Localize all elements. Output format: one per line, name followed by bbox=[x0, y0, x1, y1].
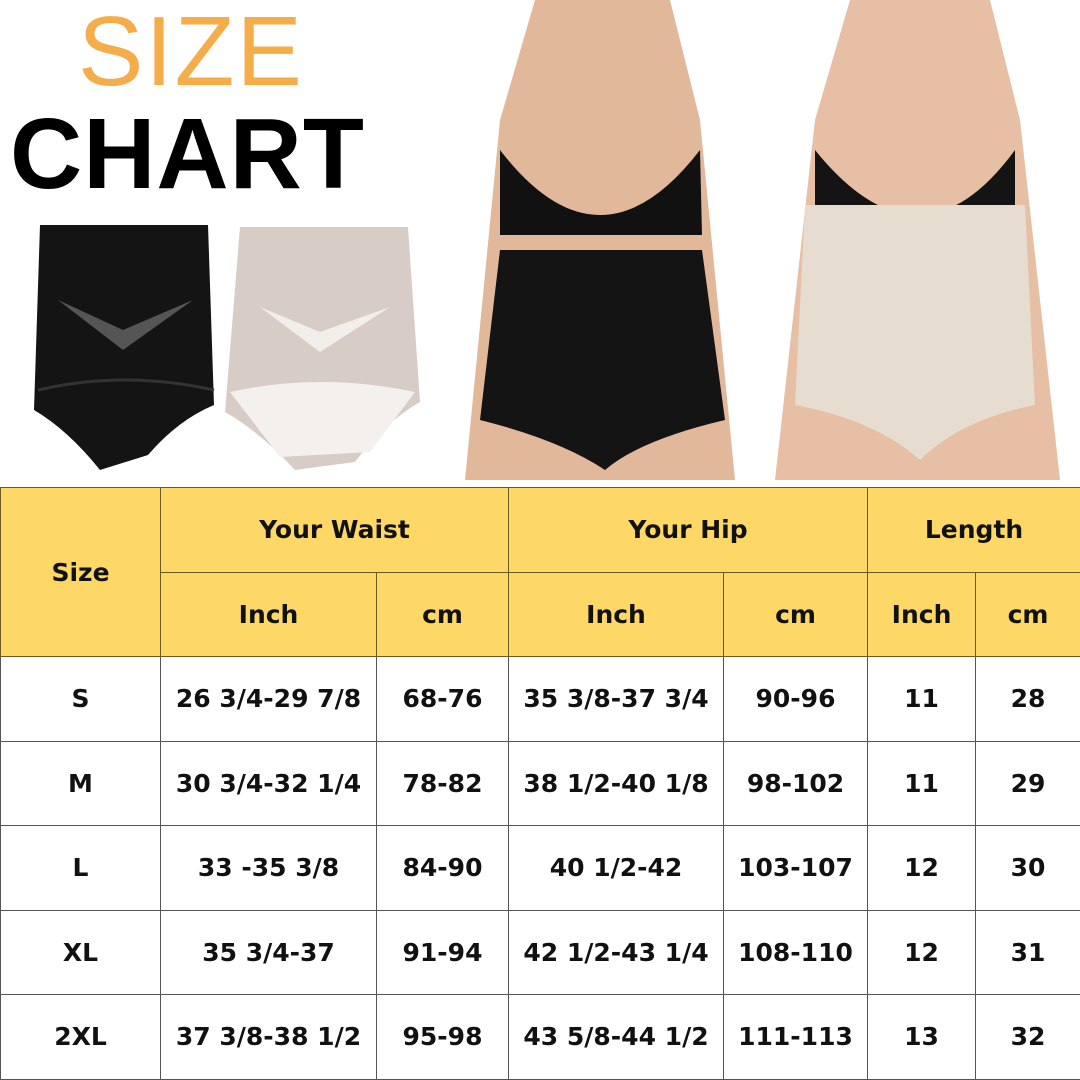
header-length: Length bbox=[867, 487, 1080, 573]
value-cell: 13 bbox=[867, 994, 977, 1080]
unit-header: Inch bbox=[867, 571, 977, 657]
value-cell: 40 1/2-42 bbox=[508, 825, 724, 911]
value-cell: 31 bbox=[975, 909, 1080, 995]
unit-header: cm bbox=[975, 571, 1080, 657]
title-chart: CHART bbox=[10, 98, 365, 210]
value-cell: 43 5/8-44 1/2 bbox=[508, 994, 724, 1080]
header-hip: Your Hip bbox=[507, 487, 869, 573]
value-cell: 42 1/2-43 1/4 bbox=[508, 909, 724, 995]
value-cell: 32 bbox=[975, 994, 1080, 1080]
value-cell: 35 3/8-37 3/4 bbox=[508, 656, 724, 742]
value-cell: 11 bbox=[867, 740, 977, 826]
value-cell: 26 3/4-29 7/8 bbox=[160, 656, 377, 742]
value-cell: 91-94 bbox=[376, 909, 509, 995]
unit-header: cm bbox=[722, 571, 869, 657]
table-row: XL 35 3/4-37 91-94 42 1/2-43 1/4 108-110 12 31 bbox=[0, 909, 1080, 995]
unit-header: Inch bbox=[508, 571, 724, 657]
model-nude-shapewear-image bbox=[760, 0, 1080, 487]
table-row: L 33 -35 3/8 84-90 40 1/2-42 103-107 12 30 bbox=[0, 825, 1080, 911]
value-cell: 33 -35 3/8 bbox=[160, 825, 377, 911]
value-cell: 30 3/4-32 1/4 bbox=[160, 740, 377, 826]
header-waist: Your Waist bbox=[160, 487, 509, 573]
size-cell: 2XL bbox=[0, 994, 161, 1080]
value-cell: 30 bbox=[975, 825, 1080, 911]
table-row: M 30 3/4-32 1/4 78-82 38 1/2-40 1/8 98-102 11… bbox=[0, 740, 1080, 826]
value-cell: 28 bbox=[975, 656, 1080, 742]
size-cell: M bbox=[0, 740, 161, 826]
value-cell: 38 1/2-40 1/8 bbox=[508, 740, 724, 826]
value-cell: 68-76 bbox=[376, 656, 509, 742]
nude-shapewear-product-image bbox=[225, 227, 420, 470]
value-cell: 111-113 bbox=[722, 994, 869, 1080]
size-cell: S bbox=[0, 656, 161, 742]
header-size: Size bbox=[0, 487, 161, 657]
table-row: S 26 3/4-29 7/8 68-76 35 3/8-37 3/4 90-96 11 2… bbox=[0, 656, 1080, 742]
size-cell: XL bbox=[0, 909, 161, 995]
unit-header: Inch bbox=[160, 571, 377, 657]
size-table: Size Your Waist Your Hip Length Inch cm … bbox=[0, 487, 1080, 1080]
model-black-shapewear-image bbox=[440, 0, 760, 487]
value-cell: 108-110 bbox=[722, 909, 869, 995]
value-cell: 12 bbox=[867, 909, 977, 995]
table-row: 2XL 37 3/8-38 1/2 95-98 43 5/8-44 1/2 111-11… bbox=[0, 994, 1080, 1080]
value-cell: 37 3/8-38 1/2 bbox=[160, 994, 377, 1080]
size-cell: L bbox=[0, 825, 161, 911]
value-cell: 35 3/4-37 bbox=[160, 909, 377, 995]
value-cell: 90-96 bbox=[722, 656, 869, 742]
value-cell: 29 bbox=[975, 740, 1080, 826]
value-cell: 11 bbox=[867, 656, 977, 742]
value-cell: 78-82 bbox=[376, 740, 509, 826]
unit-header: cm bbox=[376, 571, 509, 657]
value-cell: 103-107 bbox=[722, 825, 869, 911]
value-cell: 98-102 bbox=[722, 740, 869, 826]
value-cell: 84-90 bbox=[376, 825, 509, 911]
value-cell: 12 bbox=[867, 825, 977, 911]
black-shapewear-product-image bbox=[34, 225, 215, 470]
value-cell: 95-98 bbox=[376, 994, 509, 1080]
title-size: SIZE bbox=[78, 0, 304, 106]
